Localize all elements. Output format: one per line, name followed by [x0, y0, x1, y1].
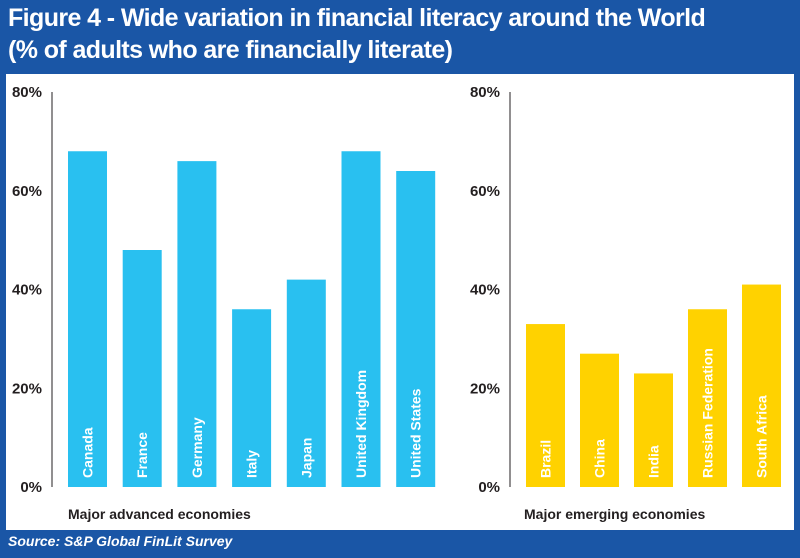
advanced-ytick-label: 80%: [12, 84, 42, 101]
emerging-bar-label: India: [646, 445, 662, 478]
emerging-bar-china: [580, 353, 619, 487]
emerging-bar-label: China: [592, 439, 608, 478]
advanced-xlabel: Major advanced economies: [68, 506, 251, 522]
advanced-ytick-label: 20%: [12, 380, 42, 397]
emerging-xlabel: Major emerging economies: [524, 506, 705, 522]
emerging-bar-label: South Africa: [754, 395, 770, 478]
advanced-bar-italy: [232, 309, 272, 487]
advanced-bar-united-states: [396, 171, 436, 487]
emerging-ytick-label: 60%: [470, 183, 500, 200]
advanced-bar-label: France: [134, 432, 150, 478]
emerging-bar-brazil: [526, 324, 565, 487]
figure-subtitle: (% of adults who are financially literat…: [8, 36, 453, 64]
advanced-ytick-label: 40%: [12, 282, 42, 299]
emerging-ytick-label: 20%: [470, 380, 500, 397]
emerging-bar-south-africa: [742, 284, 781, 487]
emerging-ytick-label: 0%: [478, 479, 500, 496]
advanced-economies-chart: 0% 20% 40% 60% 80% Canada France Germany Italy Ja…: [12, 84, 436, 522]
emerging-bar-russian-federation: [688, 309, 727, 487]
emerging-bar-label: Brazil: [538, 440, 554, 478]
advanced-ytick-label: 0%: [20, 479, 42, 496]
advanced-bar-label: United Kingdom: [353, 370, 369, 478]
advanced-bar-japan: [286, 279, 326, 487]
advanced-bar-label: Japan: [298, 438, 314, 478]
emerging-ytick-label: 80%: [470, 84, 500, 101]
advanced-bar-canada: [68, 151, 107, 487]
emerging-ytick-label: 40%: [470, 282, 500, 299]
advanced-bar-united-kingdom: [341, 151, 381, 487]
advanced-bar-label: Canada: [80, 427, 96, 478]
advanced-bar-france: [122, 250, 162, 487]
figure-title: Figure 4 - Wide variation in financial l…: [8, 4, 706, 32]
emerging-bar-india: [634, 373, 673, 487]
advanced-ytick-label: 60%: [12, 183, 42, 200]
source-note: Source: S&P Global FinLit Survey: [8, 533, 233, 549]
emerging-economies-chart: 0% 20% 40% 60% 80% Brazil China India Russian Fe…: [470, 84, 781, 522]
advanced-bar-germany: [177, 161, 217, 487]
advanced-bar-label: Germany: [189, 417, 205, 478]
advanced-bar-label: United States: [408, 388, 424, 478]
advanced-bar-label: Italy: [244, 450, 260, 478]
emerging-bar-label: Russian Federation: [700, 348, 716, 478]
